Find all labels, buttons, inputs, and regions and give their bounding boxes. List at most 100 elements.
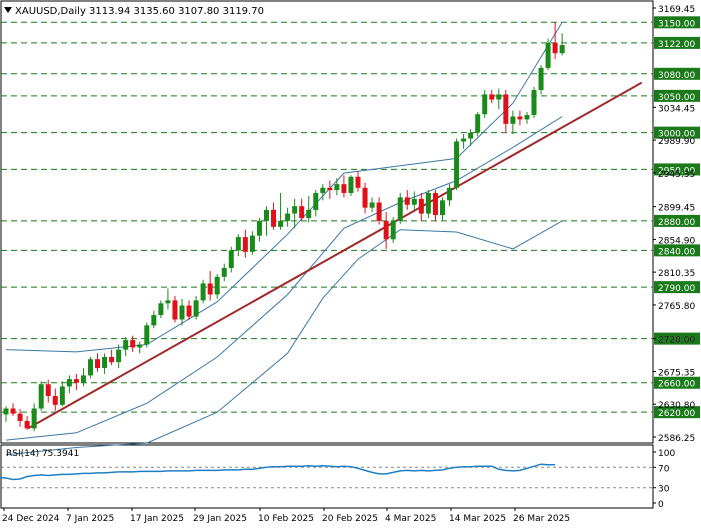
price-tick-label: 2989.90 <box>658 137 695 147</box>
candle-body <box>447 187 453 201</box>
level-label: 3122.00 <box>658 40 695 50</box>
level-label: 2720.00 <box>658 336 695 346</box>
candle-body <box>186 305 192 317</box>
candle-body <box>207 283 213 295</box>
rsi-panel-frame <box>0 444 654 509</box>
time-tick-label: 24 Dec 2024 <box>2 514 60 524</box>
candle-body <box>80 375 86 383</box>
candle-body <box>278 220 284 227</box>
collapse-triangle-icon[interactable] <box>4 7 12 13</box>
candle-body <box>397 197 403 221</box>
level-tag <box>654 89 700 102</box>
price-tick-label: 2899.45 <box>658 204 695 214</box>
candle-body <box>439 200 445 216</box>
candle-body <box>552 42 558 54</box>
horizontal-levels: 3150.00 3122.00 3080.00 3050.00 3000.00 2950.… <box>1 16 700 419</box>
time-tick-label: 17 Jan 2025 <box>130 514 184 524</box>
candle-body <box>299 206 305 218</box>
candle-body <box>334 184 340 191</box>
rsi-tick-label: 100 <box>658 449 675 459</box>
time-tick-label: 7 Jan 2025 <box>66 514 114 524</box>
candle-body <box>144 325 150 345</box>
price-axis: 3169.45 3034.45 2989.90 2945.35 2899.45 2854.… <box>653 5 695 444</box>
level-tag <box>654 244 700 257</box>
candle-body <box>341 184 347 193</box>
trendline <box>27 81 643 430</box>
candle-body <box>390 220 396 240</box>
candle-body <box>292 206 298 214</box>
time-tick-label: 10 Feb 2025 <box>258 514 314 524</box>
level-label: 3080.00 <box>658 71 695 81</box>
candle-body <box>496 94 502 100</box>
rsi-tick-label: 70 <box>658 464 670 474</box>
candle-body <box>320 187 326 193</box>
candle-body <box>123 340 129 350</box>
candle-body <box>468 132 474 139</box>
price-tick-label: 2810.35 <box>658 269 695 279</box>
candle-body <box>3 408 9 415</box>
candle-body <box>369 202 375 208</box>
level-label: 2880.00 <box>658 218 695 228</box>
time-tick-label: 26 Mar 2025 <box>513 514 570 524</box>
candle-body <box>73 379 79 383</box>
candle-body <box>214 276 220 295</box>
candle-body <box>524 114 530 120</box>
price-tick-label: 2945.35 <box>658 170 695 180</box>
time-tick-label: 4 Mar 2025 <box>385 514 436 524</box>
candle-body <box>116 349 122 363</box>
candle-body <box>383 220 389 240</box>
candle-body <box>454 141 460 188</box>
candle-body <box>200 283 206 301</box>
price-tick-label: 3169.45 <box>658 5 695 15</box>
level-tag <box>654 163 700 176</box>
candlesticks <box>3 22 565 432</box>
candle-body <box>475 114 481 133</box>
candle-body <box>425 192 431 214</box>
level-tag <box>654 214 700 227</box>
level-tag <box>654 376 700 389</box>
level-label: 2950.00 <box>658 166 695 176</box>
candle-body <box>545 42 551 68</box>
candle-body <box>411 198 417 205</box>
price-tick-label: 2586.25 <box>658 434 695 444</box>
rsi-header-group: RSI(14) 75.3941 <box>6 449 79 459</box>
candle-body <box>87 359 93 376</box>
candle-body <box>538 67 544 90</box>
candle-body <box>151 315 157 326</box>
rsi-indicator: 100 70 30 0 <box>0 449 675 510</box>
candle-body <box>242 237 248 252</box>
candle-body <box>165 300 171 304</box>
price-tick-label: 2720.00 <box>658 336 695 346</box>
bollinger-middle <box>5 116 563 441</box>
candle-body <box>24 421 30 429</box>
candle-body <box>59 386 65 405</box>
time-tick-label: 14 Mar 2025 <box>449 514 506 524</box>
level-label: 2840.00 <box>658 247 695 257</box>
candle-body <box>327 187 333 191</box>
level-tag <box>654 16 700 29</box>
level-tag <box>654 36 700 49</box>
candle-body <box>179 305 185 320</box>
level-label: 3000.00 <box>658 130 695 140</box>
candle-body <box>52 395 58 405</box>
candle-body <box>432 192 438 216</box>
candle-body <box>531 89 537 115</box>
rsi-tick-label: 30 <box>658 485 670 495</box>
candle-body <box>376 202 382 221</box>
price-tick-label: 2675.35 <box>658 368 695 378</box>
time-tick-label: 29 Jan 2025 <box>193 514 247 524</box>
level-label: 2620.00 <box>658 409 695 419</box>
price-tick-label: 2854.90 <box>658 236 695 246</box>
level-label: 3050.00 <box>658 93 695 103</box>
candle-body <box>95 359 101 369</box>
candle-body <box>489 94 495 100</box>
level-tag <box>654 406 700 419</box>
level-tag <box>654 332 700 345</box>
candle-body <box>517 116 523 120</box>
candle-body <box>193 300 199 317</box>
candle-body <box>249 235 255 252</box>
candle-body <box>158 303 164 316</box>
candle-body <box>362 187 368 208</box>
